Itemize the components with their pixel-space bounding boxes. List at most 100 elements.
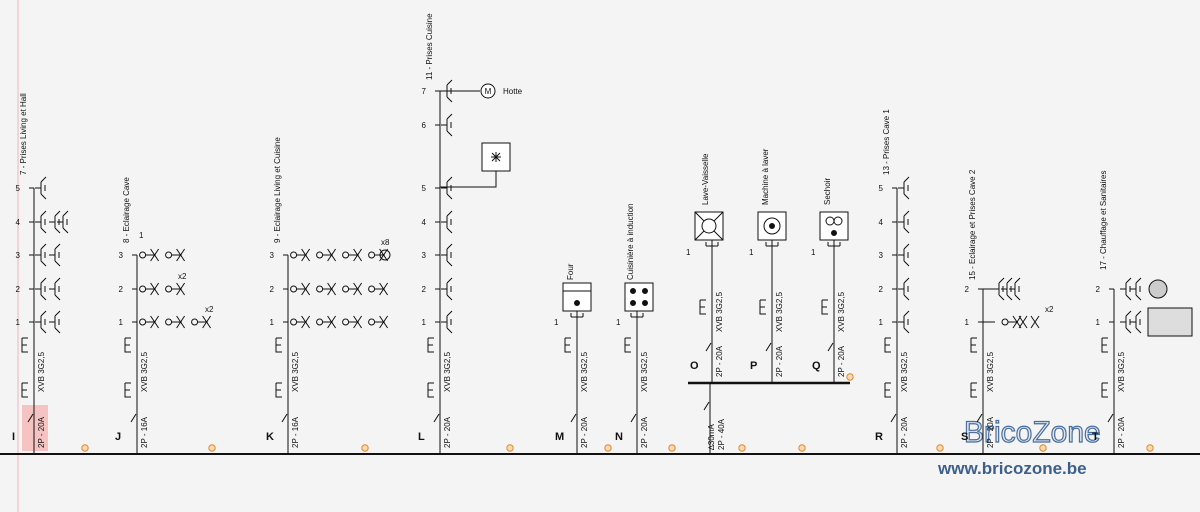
point-number: 2 <box>1096 285 1101 294</box>
cable-label: XVB 3G2,5 <box>900 351 909 392</box>
socket-symbol <box>898 176 910 200</box>
note: 1 <box>139 231 144 240</box>
socket-symbol <box>49 277 61 301</box>
connector-symbol <box>1101 337 1108 353</box>
lamp-symbol <box>171 315 186 329</box>
breaker-label: 2P - 20A <box>900 416 909 448</box>
breaker-symbol <box>130 413 137 423</box>
circuit-id: M <box>555 431 564 443</box>
connector-symbol <box>21 382 28 398</box>
fridge-feed <box>440 171 497 188</box>
appliance-dot <box>574 300 580 306</box>
socket-symbol <box>441 243 453 267</box>
appliance-socket <box>827 242 841 247</box>
connector-symbol <box>970 382 977 398</box>
point-number: 4 <box>16 218 21 227</box>
circuit-id: P <box>750 360 757 372</box>
bus-marker <box>604 444 612 452</box>
point-number: 6 <box>422 121 427 130</box>
circuit-id: T <box>1092 431 1099 443</box>
appliance-socket <box>765 242 779 247</box>
socket-symbol <box>441 277 453 301</box>
bus-marker <box>506 444 514 452</box>
connector-symbol <box>624 337 631 353</box>
point-number: 2 <box>270 285 275 294</box>
cable-label: XVB 3G2,5 <box>837 291 846 332</box>
breaker-symbol <box>827 342 834 352</box>
breaker-label: 2P - 20A <box>837 345 846 377</box>
point-number: 1 <box>811 248 816 257</box>
motor-symbol <box>480 83 496 99</box>
socket-symbol <box>49 243 61 267</box>
connector-symbol <box>821 299 828 315</box>
socket-symbol <box>49 310 61 334</box>
breaker-symbol <box>570 413 577 423</box>
breaker-symbol <box>976 413 983 423</box>
lamp-symbol <box>171 282 186 296</box>
breaker-symbol <box>433 413 440 423</box>
appliance-detail <box>701 218 717 234</box>
point-number: 1 <box>422 318 427 327</box>
socket-symbol <box>35 176 47 200</box>
bus-marker <box>208 444 216 452</box>
cable-label: XVB 3G2,5 <box>715 291 724 332</box>
breaker-symbol <box>630 413 637 423</box>
breaker-symbol <box>27 413 34 423</box>
point-number: 3 <box>16 251 21 260</box>
circuit-id: I <box>12 431 15 443</box>
cable-label: XVB 3G2,5 <box>443 351 452 392</box>
circuit-id: K <box>266 431 274 443</box>
circuit-id: Q <box>812 360 821 372</box>
motor-label: M <box>485 87 492 96</box>
lamp-symbol <box>296 248 311 262</box>
differential-sensitivity: ∆30mA <box>707 424 716 450</box>
point-number: 1 <box>119 318 124 327</box>
note: x2 <box>205 305 214 314</box>
boiler-symbol <box>1148 279 1168 299</box>
circuit-title: Lave-Vaisselle <box>701 153 710 205</box>
lamp-symbol <box>348 248 363 262</box>
socket-symbol <box>1130 277 1142 301</box>
connector-symbol <box>564 337 571 353</box>
breaker-label: 2P - 20A <box>37 416 46 448</box>
cable-label: XVB 3G2,5 <box>140 351 149 392</box>
point-number: 5 <box>879 184 884 193</box>
circuit-title: 9 - Eclairage Living et Cuisine <box>273 137 282 243</box>
socket-symbol <box>1001 277 1013 301</box>
connector-symbol <box>275 382 282 398</box>
bus-marker <box>1039 444 1047 452</box>
connector-symbol <box>427 382 434 398</box>
note: x2 <box>1045 305 1054 314</box>
circuit-title: Sechoir <box>823 178 832 205</box>
circuit-id: L <box>418 431 425 443</box>
circuit-title: 8 - Eclairage Cave <box>122 177 131 243</box>
connector-symbol <box>759 299 766 315</box>
lamp-symbol <box>374 282 389 296</box>
appliance-dot <box>630 300 636 306</box>
circuit-title: 15 - Eclairage et Prises Cave 2 <box>968 169 977 280</box>
circuit-title: 13 - Prises Cave 1 <box>882 109 891 175</box>
note: Hotte <box>503 87 523 96</box>
lamp-symbol <box>322 248 337 262</box>
socket-symbol <box>898 310 910 334</box>
circuit-title: Four <box>566 263 575 280</box>
appliance-socket <box>705 242 719 247</box>
switch-symbol <box>1018 315 1040 329</box>
breaker-symbol <box>890 413 897 423</box>
appliance-box <box>562 282 592 312</box>
connector-symbol <box>970 337 977 353</box>
socket-symbol <box>898 243 910 267</box>
breaker-label: 2P - 20A <box>640 416 649 448</box>
point-number: 5 <box>16 184 21 193</box>
breaker-label: 2P - 20A <box>580 416 589 448</box>
lamp-symbol <box>145 315 160 329</box>
socket-symbol <box>441 310 453 334</box>
note: x2 <box>178 272 187 281</box>
point-number: 2 <box>16 285 21 294</box>
lamp-symbol <box>1008 315 1022 329</box>
breaker-label: 2P - 16A <box>140 416 149 448</box>
lamp-symbol <box>348 315 363 329</box>
lamp-symbol <box>145 248 160 262</box>
